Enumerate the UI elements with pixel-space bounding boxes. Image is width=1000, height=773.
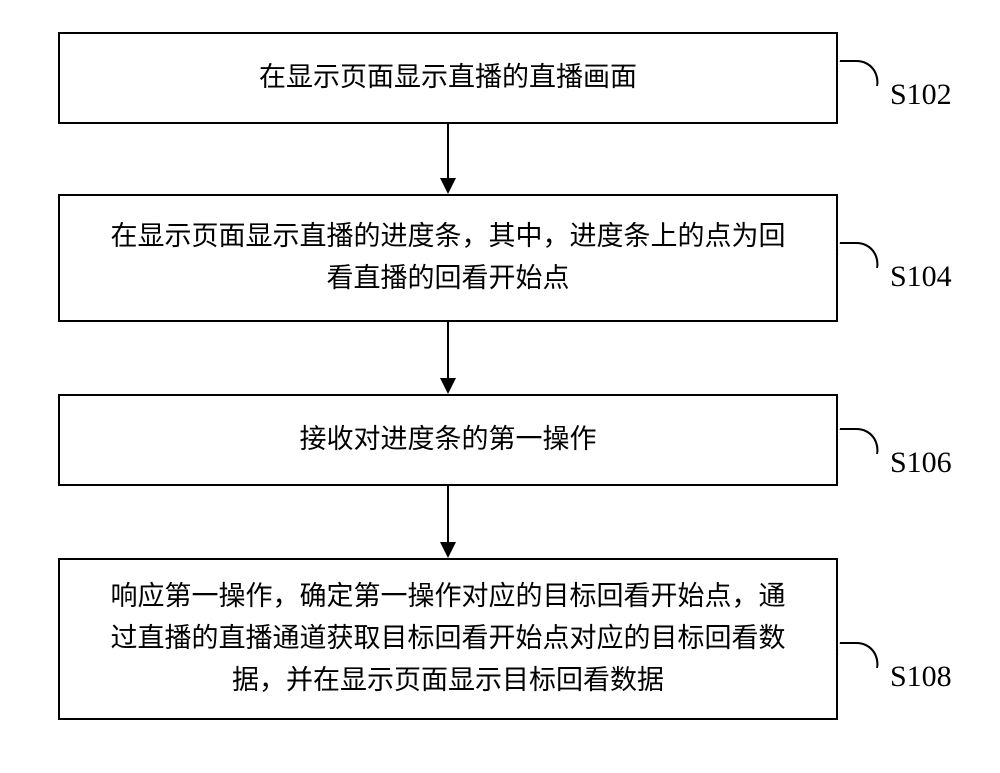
flow-arrow: [447, 486, 449, 544]
flow-node-text: 在显示页面显示直播的直播画面: [259, 57, 637, 99]
arrow-head-icon: [440, 378, 456, 394]
flow-node-s106: 接收对进度条的第一操作: [58, 394, 838, 486]
flow-node-text: 接收对进度条的第一操作: [300, 419, 597, 461]
flow-node-s108: 响应第一操作，确定第一操作对应的目标回看开始点，通过直播的直播通道获取目标回看开…: [58, 558, 838, 720]
arrow-head-icon: [440, 542, 456, 558]
flow-node-text: 响应第一操作，确定第一操作对应的目标回看开始点，通过直播的直播通道获取目标回看开…: [100, 576, 796, 702]
arrow-head-icon: [440, 178, 456, 194]
leader-line: [836, 60, 882, 86]
flowchart-canvas: 在显示页面显示直播的直播画面 S102 在显示页面显示直播的进度条，其中，进度条…: [0, 0, 1000, 773]
flow-arrow: [447, 322, 449, 380]
flow-node-s104: 在显示页面显示直播的进度条，其中，进度条上的点为回看直播的回看开始点: [58, 194, 838, 322]
flow-label-s102: S102: [890, 78, 952, 112]
flow-label-s108: S108: [890, 660, 952, 694]
leader-line: [836, 428, 882, 454]
flow-label-s106: S106: [890, 446, 952, 480]
flow-node-s102: 在显示页面显示直播的直播画面: [58, 32, 838, 124]
leader-line: [836, 242, 882, 268]
flow-node-text: 在显示页面显示直播的进度条，其中，进度条上的点为回看直播的回看开始点: [100, 216, 796, 300]
flow-label-s104: S104: [890, 260, 952, 294]
flow-arrow: [447, 124, 449, 180]
leader-line: [836, 642, 882, 668]
